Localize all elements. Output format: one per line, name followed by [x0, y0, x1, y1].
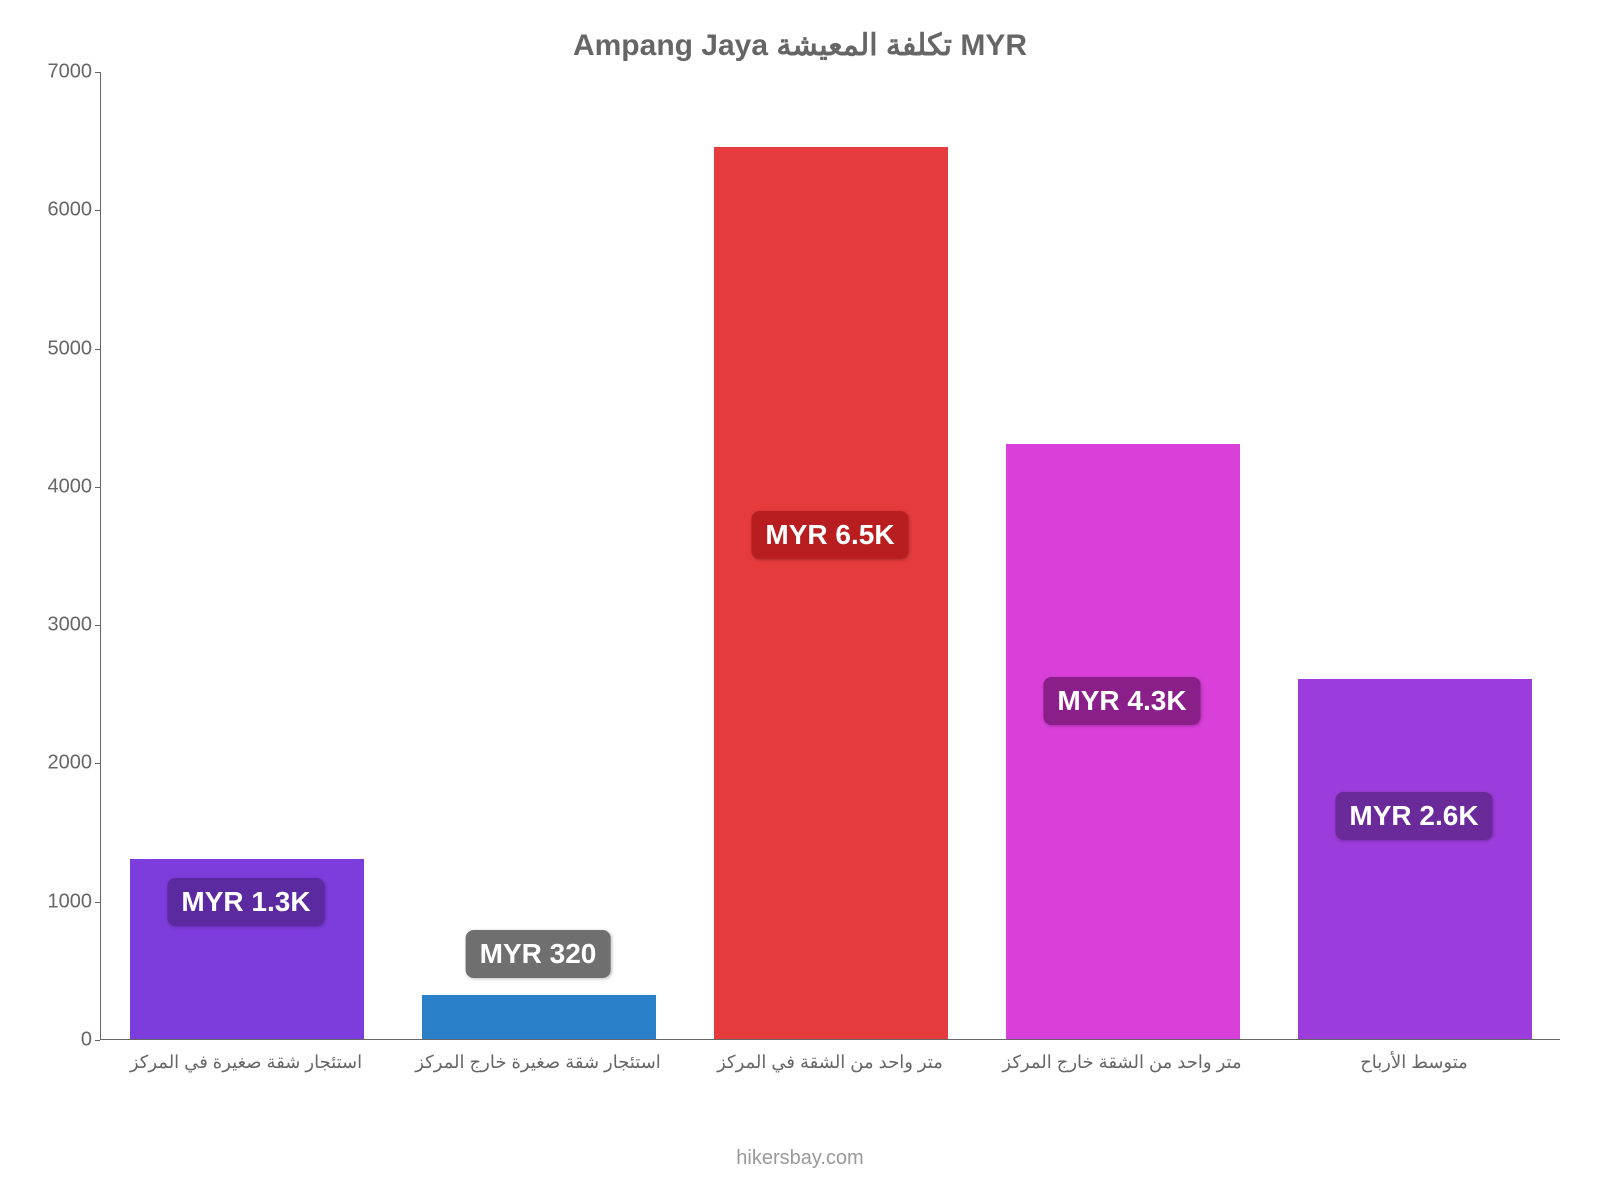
cost-of-living-chart: Ampang Jaya تكلفة المعيشة MYR 0 1000 2000 3… [0, 0, 1600, 1200]
y-tick-label: 1000 [12, 890, 92, 913]
bar [422, 995, 656, 1039]
y-tick-label: 7000 [12, 61, 92, 84]
x-tick-label: متر واحد من الشقة في المركز [717, 1052, 943, 1073]
y-tick-label: 2000 [12, 752, 92, 775]
y-tick-label: 3000 [12, 614, 92, 637]
value-badge: MYR 1.3K [167, 878, 324, 926]
y-tick-label: 4000 [12, 475, 92, 498]
value-badge: MYR 6.5K [751, 511, 908, 559]
y-tick-mark [95, 1040, 100, 1041]
y-tick-label: 0 [12, 1029, 92, 1052]
x-tick-label: استئجار شقة صغيرة خارج المركز [415, 1052, 661, 1073]
bar [714, 147, 948, 1039]
y-tick-label: 6000 [12, 199, 92, 222]
x-tick-label: متر واحد من الشقة خارج المركز [1002, 1052, 1241, 1073]
chart-footer: hikersbay.com [0, 1147, 1600, 1170]
y-tick-label: 5000 [12, 337, 92, 360]
x-tick-label: متوسط الأرباح [1360, 1052, 1468, 1073]
value-badge: MYR 320 [466, 930, 611, 978]
value-badge: MYR 4.3K [1043, 677, 1200, 725]
bar [1006, 444, 1240, 1039]
x-tick-label: استئجار شقة صغيرة في المركز [130, 1052, 362, 1073]
chart-title: Ampang Jaya تكلفة المعيشة MYR [0, 28, 1600, 63]
value-badge: MYR 2.6K [1335, 792, 1492, 840]
bar [1298, 679, 1532, 1039]
